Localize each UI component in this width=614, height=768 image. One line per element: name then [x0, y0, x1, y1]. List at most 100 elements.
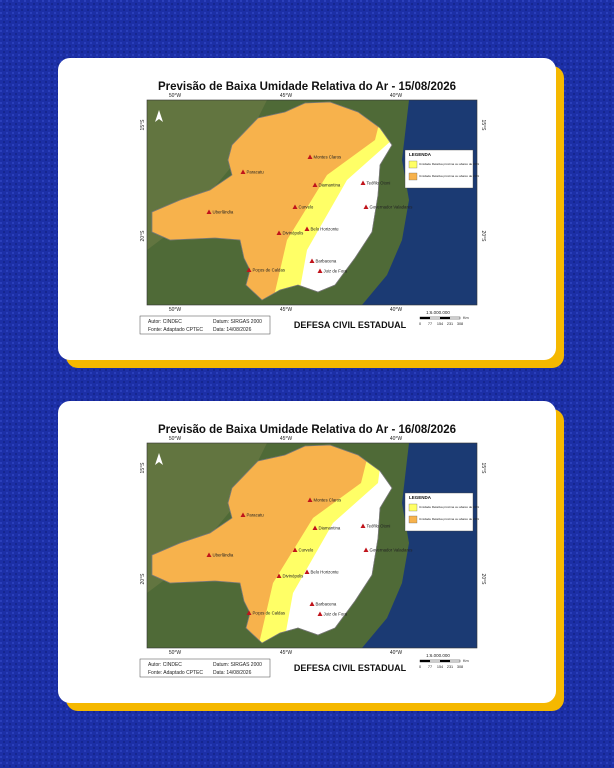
city-marker — [246, 267, 252, 272]
longitude-label: 40°W — [390, 93, 403, 99]
city-marker — [309, 258, 315, 263]
state-outline — [151, 101, 393, 301]
scale-tick: 0 — [419, 322, 421, 326]
map-body — [147, 443, 477, 648]
scale-unit: Km — [463, 659, 469, 663]
legend: LEGENDA Umidade Relativa próxima ou abaix… — [404, 149, 479, 189]
scale-tick: 308 — [457, 322, 463, 326]
city-label: Teófilo Otoni — [367, 524, 391, 529]
city-marker — [312, 525, 318, 530]
latitude-label: 20°S — [480, 574, 486, 586]
agency: DEFESA CIVIL ESTADUAL — [294, 320, 407, 330]
legend-swatch — [408, 160, 418, 169]
longitude-label: 40°W — [390, 650, 403, 656]
scale-tick: 0 — [419, 665, 421, 669]
scale-tick: 77 — [428, 665, 432, 669]
credit: Autor: CINDEC — [148, 319, 182, 325]
legend-label: Umidade Relativa próxima ou abaixo de 20… — [419, 174, 479, 178]
city-label: Curvelo — [299, 205, 314, 210]
scale-segment — [440, 660, 450, 662]
scale-tick: 231 — [447, 322, 453, 326]
scale-segment — [440, 317, 450, 319]
legend-swatch — [408, 515, 418, 524]
city-marker — [304, 226, 310, 231]
latitude-label: 15°S — [480, 463, 486, 475]
legend-swatch — [408, 172, 418, 181]
city-label: Belo Horizonte — [311, 570, 340, 575]
legend-title: LEGENDA — [409, 495, 432, 500]
legend-label: Umidade Relativa próxima ou abaixo de 30… — [419, 505, 479, 509]
city-marker — [317, 611, 323, 616]
city-marker — [312, 182, 318, 187]
legend-box — [404, 492, 474, 532]
longitude-label: 45°W — [280, 307, 293, 313]
city-marker — [363, 204, 369, 209]
longitude-label: 45°W — [280, 93, 293, 99]
city-label: Belo Horizonte — [311, 227, 340, 232]
longitude-label: 50°W — [169, 307, 182, 313]
legend-label: Umidade Relativa próxima ou abaixo de 20… — [419, 517, 479, 521]
city-label: Governador Valadares — [370, 205, 413, 210]
city-marker — [240, 169, 246, 174]
credit: Datum: SIRGAS 2000 — [213, 319, 262, 325]
longitude-label: 50°W — [169, 436, 182, 442]
scale-segment — [420, 660, 430, 662]
city-label: Paracatu — [247, 513, 265, 518]
north-arrow — [155, 453, 163, 465]
scale-tick: 77 — [428, 322, 432, 326]
city-label: Montes Claros — [314, 498, 342, 503]
longitude-label: 45°W — [280, 436, 293, 442]
legend-title: LEGENDA — [409, 152, 432, 157]
map: 50°W 50°W 45°W 45°W 40°W 40°W 15°S 15°S 20°S 20°S… — [140, 93, 486, 313]
latitude-label: 20°S — [140, 230, 146, 242]
map-body — [147, 100, 477, 305]
credit: Data: 14/08/2026 — [213, 327, 252, 333]
longitude-label: 40°W — [390, 436, 403, 442]
longitude-label: 50°W — [169, 650, 182, 656]
city-marker — [309, 601, 315, 606]
city-label: Uberlândia — [213, 553, 234, 558]
map: 50°W 50°W 45°W 45°W 40°W 40°W 15°S 15°S 20°S 20°S… — [140, 436, 486, 656]
city-label: Governador Valadares — [370, 548, 413, 553]
city-label: Paracatu — [247, 170, 265, 175]
city-label: Diamantina — [319, 183, 341, 188]
credits-box — [139, 658, 271, 678]
map-title: Previsão de Baixa Umidade Relativa do Ar… — [158, 81, 456, 93]
city-marker — [206, 209, 212, 214]
credits-box — [139, 315, 271, 335]
scale-ratio: 1:6.000.000 — [426, 653, 450, 658]
map-frame — [146, 442, 478, 649]
credit: Fonte: Adaptado CPTEC — [148, 327, 203, 333]
agency: DEFESA CIVIL ESTADUAL — [294, 663, 407, 673]
city-label: Divinópolis — [283, 231, 304, 236]
city-marker — [360, 523, 366, 528]
longitude-label: 45°W — [280, 650, 293, 656]
north-arrow — [155, 110, 163, 122]
longitude-label: 40°W — [390, 307, 403, 313]
map-title: Previsão de Baixa Umidade Relativa do Ar… — [158, 424, 456, 436]
city-marker — [292, 204, 298, 209]
city-marker — [307, 497, 313, 502]
city-marker — [246, 610, 252, 615]
city-marker — [276, 230, 282, 235]
city-marker — [240, 512, 246, 517]
city-label: Teófilo Otoni — [367, 181, 391, 186]
scale-segment — [420, 317, 430, 319]
scale-tick: 231 — [447, 665, 453, 669]
scale-ratio: 1:6.000.000 — [426, 310, 450, 315]
latitude-label: 15°S — [480, 120, 486, 132]
credit: Data: 14/08/2026 — [213, 670, 252, 676]
legend-box — [404, 149, 474, 189]
map-card: Previsão de Baixa Umidade Relativa do Ar… — [58, 401, 564, 711]
city-marker — [317, 268, 323, 273]
city-marker — [360, 180, 366, 185]
scale-unit: Km — [463, 316, 469, 320]
city-label: Barbacena — [316, 259, 337, 264]
credit: Fonte: Adaptado CPTEC — [148, 670, 203, 676]
city-label: Curvelo — [299, 548, 314, 553]
city-marker — [307, 154, 313, 159]
legend-swatch — [408, 503, 418, 512]
legend: LEGENDA Umidade Relativa próxima ou abaix… — [404, 492, 479, 532]
city-label: Juiz de Fora — [324, 612, 348, 617]
